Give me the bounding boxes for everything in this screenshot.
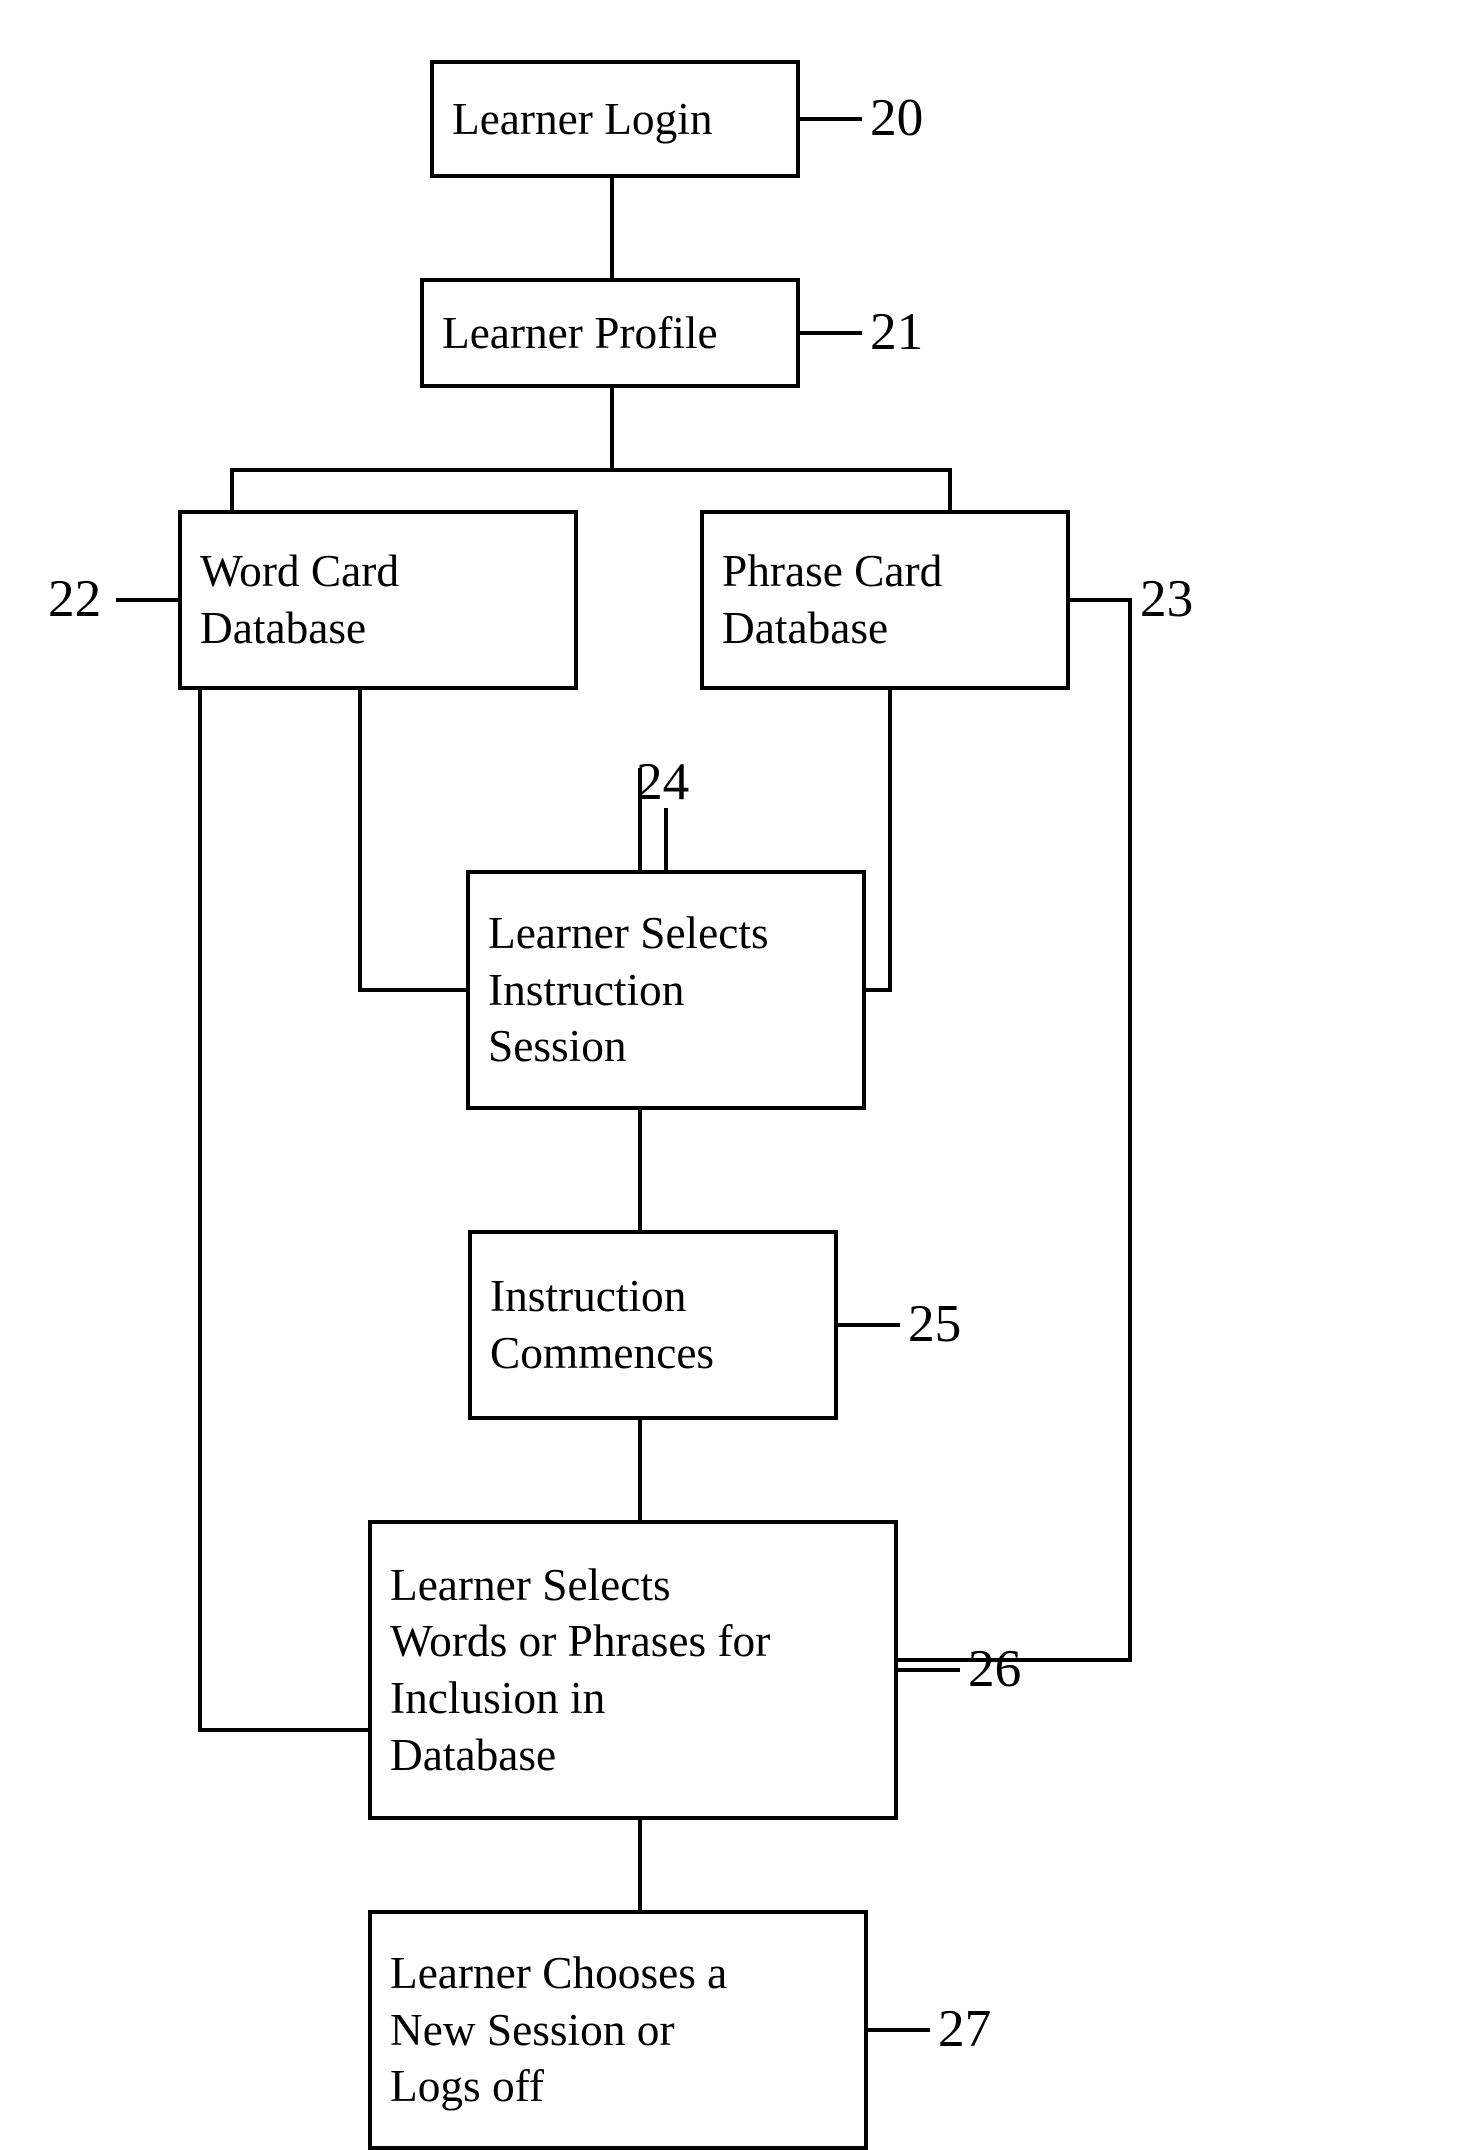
flowchart-edge <box>898 600 1130 1660</box>
flowchart-node: Learner Selects Words or Phrases for Inc… <box>368 1520 898 1820</box>
node-ref-label: 27 <box>938 1997 991 2059</box>
node-label: Word Card Database <box>200 543 399 656</box>
node-label: Learner Selects Words or Phrases for Inc… <box>390 1557 770 1784</box>
node-ref-label: 25 <box>908 1292 961 1354</box>
flowchart-node: Word Card Database <box>178 510 578 690</box>
node-label: Phrase Card Database <box>722 543 942 656</box>
node-label: Learner Selects Instruction Session <box>488 905 769 1075</box>
flowchart-node: Learner Profile <box>420 278 800 388</box>
flowchart-node: Instruction Commences <box>468 1230 838 1420</box>
node-ref-label: 26 <box>968 1637 1021 1699</box>
flowchart-edge <box>866 690 890 990</box>
node-label: Learner Chooses a New Session or Logs of… <box>390 1945 727 2115</box>
flowchart-node: Learner Selects Instruction Session <box>466 870 866 1110</box>
node-label: Instruction Commences <box>490 1268 714 1381</box>
flowchart-node: Phrase Card Database <box>700 510 1070 690</box>
node-ref-label: 20 <box>870 86 923 148</box>
flowchart-edge <box>200 690 368 1730</box>
node-ref-label: 22 <box>48 567 101 629</box>
node-ref-label: 24 <box>636 750 689 812</box>
node-ref-label: 23 <box>1140 567 1193 629</box>
flowchart-node: Learner Chooses a New Session or Logs of… <box>368 1910 868 2150</box>
flowchart-stage: { "type": "flowchart", "background_color… <box>0 0 1478 2049</box>
flowchart-node: Learner Login <box>430 60 800 178</box>
node-label: Learner Login <box>452 91 713 148</box>
flowchart-edge <box>360 690 466 990</box>
node-label: Learner Profile <box>442 305 718 362</box>
node-ref-label: 21 <box>870 300 923 362</box>
